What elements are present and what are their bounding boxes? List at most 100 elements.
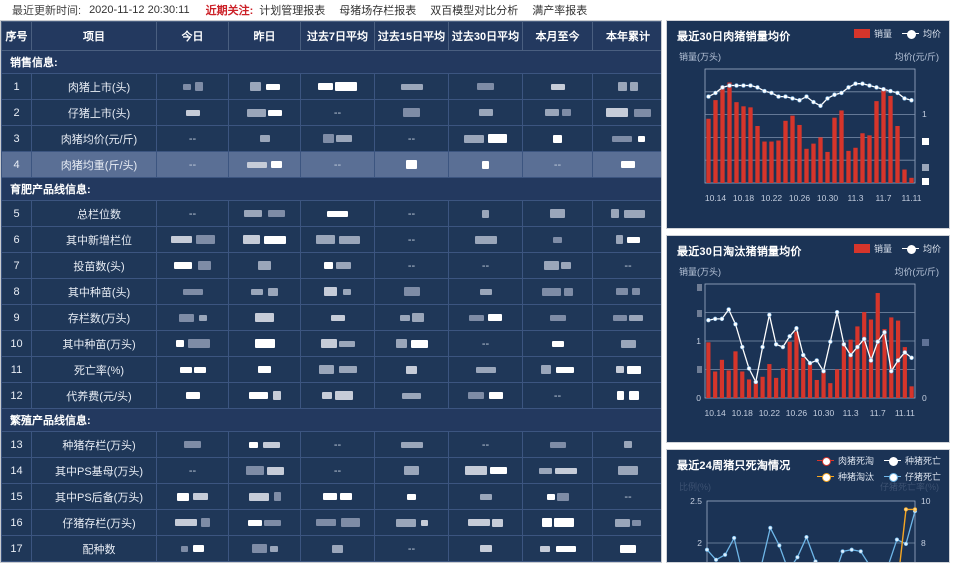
redacted-value: [629, 314, 643, 321]
redacted-value: [179, 366, 192, 373]
table-row[interactable]: 6 其中新增栏位 --: [1, 226, 661, 253]
chart3-plot[interactable]: 2.521.51086: [667, 493, 949, 562]
table-row[interactable]: 2 仔猪上市(头) --: [1, 99, 661, 126]
redacted-value: [268, 287, 278, 296]
chart3-ylabel: 比例(%): [679, 482, 711, 492]
metric-cell: [592, 509, 661, 536]
table-row[interactable]: 7 投苗数(头) -- -- --: [1, 252, 661, 279]
svg-text:2: 2: [697, 538, 702, 548]
table-row[interactable]: 9 存栏数(万头): [1, 304, 661, 331]
redacted-value: [338, 366, 357, 374]
metric-cell: [522, 125, 593, 152]
legend-item-volume[interactable]: 销量: [853, 27, 892, 40]
link-sow-farm-inventory-report[interactable]: 母猪场存栏报表: [339, 5, 417, 17]
redacted-value: [544, 261, 559, 271]
redacted-value: [541, 365, 551, 375]
redacted-value: [464, 466, 487, 476]
legend-item-avgprice[interactable]: 均价: [901, 242, 941, 255]
table-row[interactable]: 4 肉猪均重(斤/头) -- -- --: [1, 151, 661, 178]
redacted-value: [411, 313, 424, 323]
legend-label-avgprice: 均价: [922, 29, 941, 39]
table-row[interactable]: 5 总栏位数 -- --: [1, 200, 661, 227]
metric-cell: [228, 200, 301, 227]
redacted-value: [615, 366, 624, 374]
legend-item-avgprice[interactable]: 均价: [901, 27, 941, 40]
redacted-value: [265, 83, 280, 90]
redacted-value: [266, 466, 284, 475]
metric-cell: --: [156, 125, 229, 152]
metric-cell: [374, 151, 449, 178]
metric-cell: [592, 278, 661, 305]
legend-item-volume[interactable]: 销量: [853, 242, 892, 255]
redacted-value: [187, 339, 210, 349]
table-row[interactable]: 18分娩窝数: [1, 561, 661, 562]
chart1-legend: 销量 均价: [853, 27, 941, 40]
redacted-value: [474, 235, 497, 244]
legend-item-breeder-cull[interactable]: 种猪淘汰: [816, 470, 874, 483]
table-row[interactable]: 1 肉猪上市(头): [1, 73, 661, 100]
metric-cell: [156, 382, 229, 409]
table-row[interactable]: 15 其中PS后备(万头) --: [1, 483, 661, 510]
link-plan-management-report[interactable]: 计划管理报表: [259, 5, 326, 17]
link-full-capacity-rate-report[interactable]: 满产率报表: [532, 5, 588, 17]
redacted-value: [193, 545, 204, 553]
legend-item-piglet-death[interactable]: 仔猪死亡: [883, 470, 941, 483]
redacted-value: [327, 210, 348, 217]
redacted-value: [264, 519, 281, 526]
metric-cell: [448, 200, 523, 227]
charts-column: 最近30日肉猪销量均价 销量 均价 销量(万头) 均价(元/斤) 10: [666, 20, 955, 563]
row-item-name: 总栏位数: [31, 200, 157, 227]
redacted-value: [338, 340, 355, 347]
row-item-name: 仔猪存栏(万头): [31, 509, 157, 536]
metric-cell: --: [374, 200, 449, 227]
table-row[interactable]: 11 死亡率(%): [1, 356, 661, 383]
redacted-value: [420, 519, 428, 526]
legend-label-breeder-cull: 种猪淘汰: [837, 472, 874, 482]
chart1-plot[interactable]: 10.14 10.18 10.22 10.26 10.30 11.3 11.7 11.11 1: [667, 65, 949, 215]
table-row[interactable]: 10 其中种苗(万头) --: [1, 330, 661, 357]
svg-text:10.26: 10.26: [789, 193, 811, 203]
metric-cell: [300, 330, 375, 357]
row-index: 16: [1, 509, 32, 536]
line-swatch-icon: [816, 473, 834, 482]
table-row[interactable]: 3 肉猪均价(元/斤) -- --: [1, 125, 661, 152]
table-row[interactable]: 8 其中种苗(头): [1, 278, 661, 305]
legend-item-breeder-death[interactable]: 种猪死亡: [883, 454, 941, 467]
redacted-value: [550, 209, 565, 219]
chart2-ylabel: 销量(万头): [679, 267, 721, 277]
redacted-value: [182, 288, 203, 295]
metric-cell: [522, 535, 593, 562]
table-row[interactable]: 13 种猪存栏(万头) -- --: [1, 431, 661, 458]
redacted-value: [469, 314, 484, 321]
svg-text:11.7: 11.7: [876, 193, 892, 203]
legend-label-avgprice: 均价: [922, 244, 941, 254]
redacted-value: [400, 441, 423, 448]
legend-item-fatpig-mortality[interactable]: 肉猪死淘: [816, 454, 874, 467]
redacted-value: [251, 288, 263, 295]
redacted-value: [336, 135, 352, 143]
metric-cell: [156, 252, 229, 279]
link-double-hundred-model-analysis[interactable]: 双百模型对比分析: [430, 5, 519, 17]
redacted-value: [268, 109, 282, 116]
redacted-value: [617, 391, 624, 401]
redacted-value: [184, 441, 201, 449]
redacted-value: [182, 83, 191, 90]
table-row[interactable]: 14 其中PS基母(万头) -- --: [1, 457, 661, 484]
redacted-value: [550, 83, 565, 90]
table-row[interactable]: 12 代养费(元/头) --: [1, 382, 661, 409]
row-item-name: 其中种苗(头): [31, 278, 157, 305]
chart2-plot[interactable]: 10.14 10.18 10.22 10.26 10.30 11.3 11.7 11.11 0 1…: [667, 280, 949, 430]
metric-cell: [592, 73, 661, 100]
chart3-header: 最近24周猪只死淘情况 肉猪死淘 种猪死亡: [667, 450, 949, 482]
redacted-value: [615, 518, 630, 527]
chart2-header: 最近30日淘汰猪销量均价 销量 均价: [667, 236, 949, 262]
empty-value: --: [333, 438, 342, 451]
redacted-value: [630, 82, 638, 92]
table-row[interactable]: 16 仔猪存栏(万头): [1, 509, 661, 536]
table-row[interactable]: 17 配种数 --: [1, 535, 661, 562]
metric-cell: [448, 356, 523, 383]
metric-cell: [228, 151, 301, 178]
row-item-name: 肉猪上市(头): [31, 73, 157, 100]
redacted-value: [561, 262, 571, 270]
redacted-value: [464, 134, 484, 143]
